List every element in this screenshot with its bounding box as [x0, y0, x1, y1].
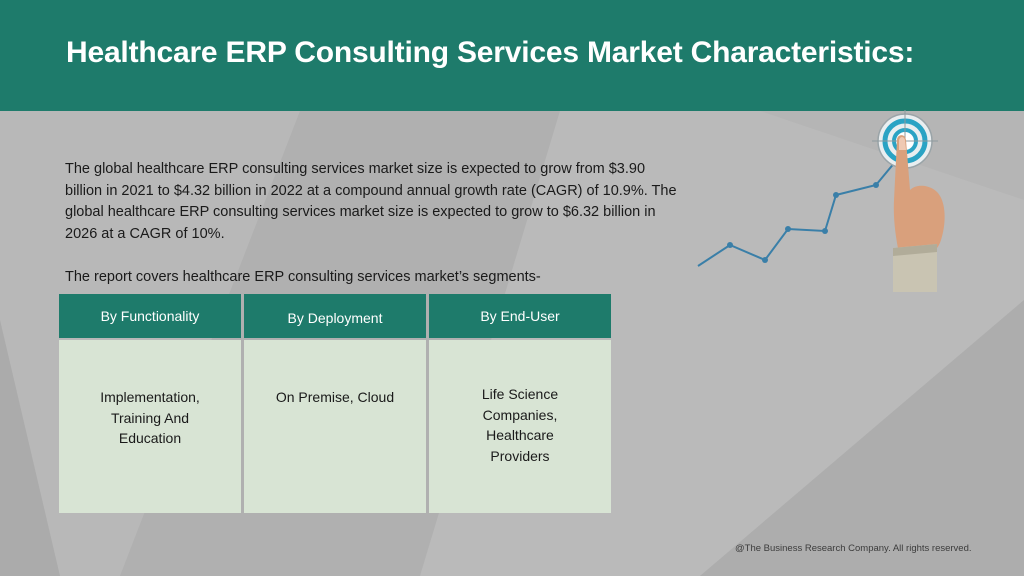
segment-value-functionality: Implementation, Training And Education	[59, 340, 241, 513]
growth-target-hand-icon	[697, 110, 945, 292]
segment-value-end-user: Life Science Companies, Healthcare Provi…	[429, 340, 611, 513]
segment-header-end-user: By End-User	[429, 294, 611, 338]
segment-value-deployment: On Premise, Cloud	[244, 340, 426, 513]
market-summary: The global healthcare ERP consulting ser…	[65, 161, 677, 242]
header-banner: Healthcare ERP Consulting Services Marke…	[0, 0, 1024, 111]
segments-intro: The report covers healthcare ERP consult…	[65, 269, 541, 285]
segments-table: By Functionality By Deployment By End-Us…	[59, 294, 611, 513]
copyright-footer: @The Business Research Company. All righ…	[735, 543, 972, 554]
segment-header-deployment: By Deployment	[244, 294, 426, 338]
segment-header-functionality: By Functionality	[59, 294, 241, 338]
page-title: Healthcare ERP Consulting Services Marke…	[66, 36, 915, 69]
